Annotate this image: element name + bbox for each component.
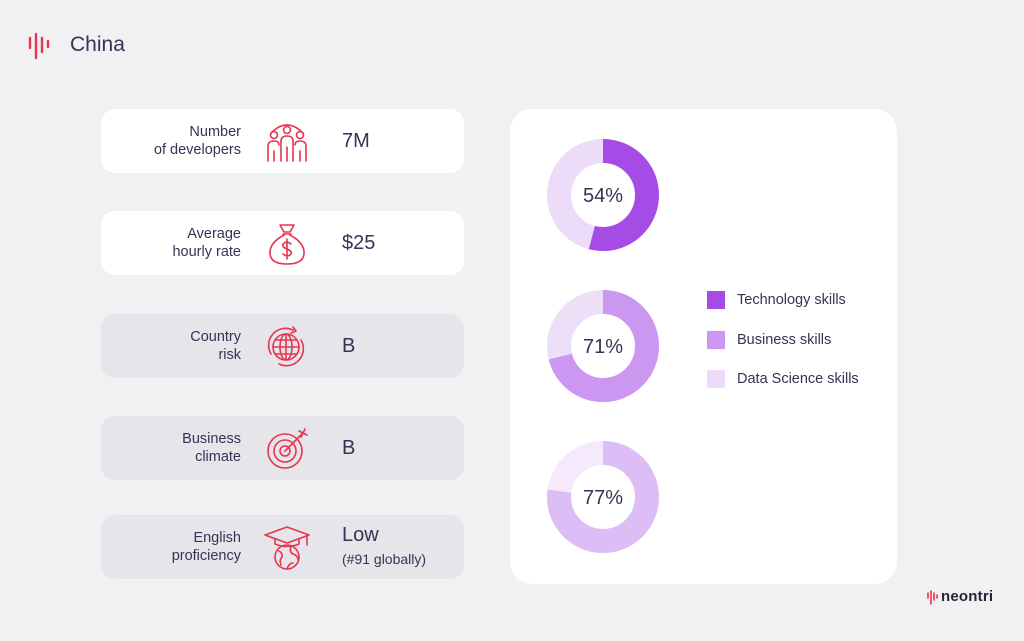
- skills-chart-panel: 54% 71% 77%: [510, 109, 897, 584]
- legend-label: Data Science skills: [737, 371, 859, 387]
- page-title: China: [70, 33, 125, 56]
- card-label: English proficiency: [171, 530, 241, 564]
- graduation-globe-icon: [264, 526, 310, 570]
- stat-card-english-proficiency: English proficiency Low (#91 globally): [101, 515, 464, 579]
- card-label: Average hourly rate: [172, 226, 241, 260]
- donut-label: 77%: [583, 487, 623, 509]
- legend-item: Business skills: [707, 330, 859, 350]
- developers-icon: [267, 124, 307, 162]
- card-label: Country risk: [190, 329, 241, 363]
- donut-segment: [547, 441, 659, 553]
- chart-legend: Technology skills Business skills Data S…: [707, 290, 859, 409]
- legend-swatch: [707, 331, 725, 349]
- card-value: 7M: [342, 129, 370, 152]
- stat-card-country-risk: Country risk B: [101, 314, 464, 378]
- donut-label: 54%: [583, 185, 623, 207]
- donut-segment: [547, 139, 659, 251]
- legend-item: Data Science skills: [707, 369, 859, 389]
- globe-risk-icon: [267, 326, 305, 367]
- card-label: Business climate: [182, 431, 241, 465]
- legend-label: Technology skills: [737, 292, 846, 308]
- card-value-sub: (#91 globally): [342, 551, 427, 567]
- legend-label: Business skills: [737, 332, 832, 348]
- card-value: $25: [342, 231, 376, 254]
- card-value: Low (#91 globally): [342, 524, 426, 570]
- legend-item: Technology skills: [707, 290, 859, 310]
- target-icon: [267, 428, 308, 469]
- legend-swatch: [707, 370, 725, 388]
- card-value: B: [342, 436, 356, 459]
- brand-name: neontri: [941, 588, 994, 605]
- neontri-logo-icon: [28, 32, 50, 60]
- neontri-mini-logo-icon: [927, 589, 938, 605]
- money-bag-icon: [269, 224, 305, 265]
- donut-label: 71%: [583, 336, 623, 358]
- page-header: China: [28, 30, 125, 60]
- stat-card-developers: Number of developers 7M: [101, 109, 464, 173]
- card-value: B: [342, 334, 356, 357]
- card-label: Number of developers: [153, 124, 241, 158]
- stat-card-business-climate: Business climate B: [101, 416, 464, 480]
- skills-donut-chart: 54% 71% 77%: [547, 139, 659, 553]
- stat-card-hourly-rate: Average hourly rate $25: [101, 211, 464, 275]
- legend-swatch: [707, 291, 725, 309]
- donut-segment: [547, 290, 659, 402]
- brand-footer: neontri: [927, 588, 993, 605]
